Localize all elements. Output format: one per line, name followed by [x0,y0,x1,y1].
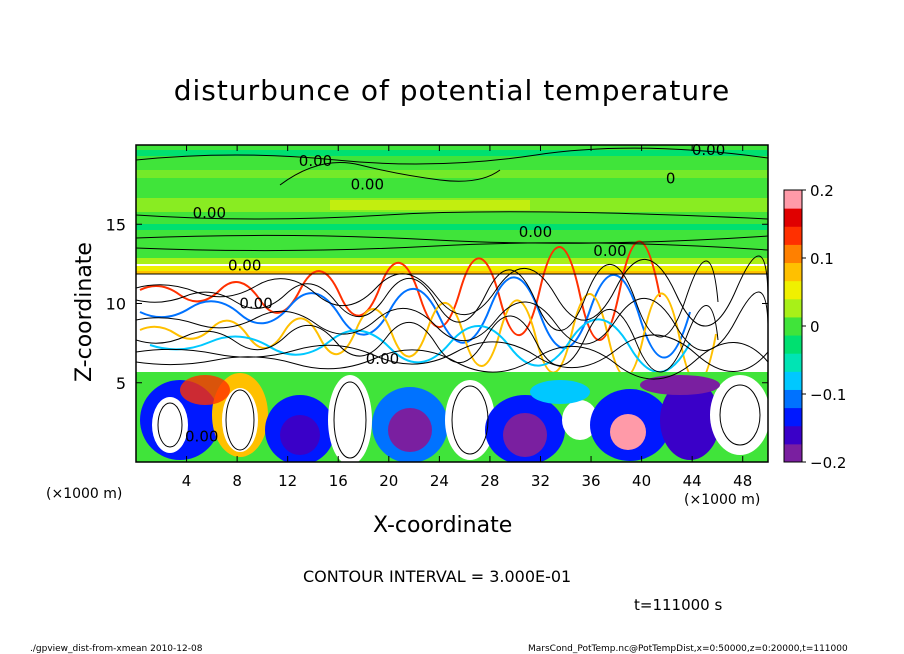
footer-left: ./gpview_dist-from-xmean 2010-12-08 [30,644,203,654]
contour-label: 0.00 [351,176,384,194]
x-tick-label: 48 [733,472,752,490]
colorbar-tick-label: 0.1 [810,250,834,268]
colorbar-tick-label: −0.2 [810,454,846,472]
y-tick-label: 5 [116,374,126,393]
colorbar-segment [784,425,802,445]
colorbar-segment [784,407,802,427]
contour-label: 0.00 [593,242,626,260]
colorbar-segment [784,316,802,336]
x-tick-label: 44 [683,472,702,490]
footer-right: MarsCond_PotTemp.nc@PotTempDist,x=0:5000… [528,644,848,654]
colorbar-segment [784,262,802,282]
x-axis-unit-left: (×1000 m) [46,486,123,502]
x-tick-label: 20 [379,472,398,490]
x-axis-unit-right: (×1000 m) [684,492,761,508]
colorbar-segment [784,371,802,390]
contour-label: 0.00 [519,223,552,241]
colorbar-segment [784,389,802,409]
colorbar-segment [784,190,802,209]
time-label: t=111000 s [634,596,723,614]
contour-label: 0.00 [299,152,332,170]
x-tick-label: 40 [632,472,651,490]
colorbar-segment [784,443,802,463]
contour-label: 0.00 [239,295,272,313]
contour-label: 0.00 [228,256,261,274]
x-tick-label: 4 [182,472,192,490]
colorbar-segment [784,353,802,372]
x-tick-label: 12 [278,472,297,490]
x-tick-label: 8 [232,472,242,490]
contour-interval-label: CONTOUR INTERVAL = 3.000E-01 [303,567,572,586]
colorbar-segment [784,226,802,245]
chart-title: disturbunce of potential temperature [173,74,731,107]
contour-label: 0.00 [185,428,218,446]
contour-label: 0.00 [193,204,226,222]
contour-label: 0.00 [692,141,725,159]
colorbar-tick-label: −0.1 [810,386,846,404]
colorbar-segment [784,244,802,264]
colorbar-tick-label: 0 [810,318,820,336]
x-tick-label: 32 [531,472,550,490]
y-axis-label: Z-coordinate [72,242,97,382]
colorbar-segment [784,208,802,227]
contour-label: 0.00 [366,350,399,368]
colorbar-segment [784,298,802,318]
colorbar-tick-label: 0.2 [810,182,834,200]
contour-label: 0 [666,169,676,187]
y-tick-label: 15 [106,215,126,234]
x-tick-label: 36 [581,472,600,490]
x-axis-label: X-coordinate [373,513,513,538]
x-tick-label: 16 [329,472,348,490]
heatmap-field [136,145,768,462]
y-tick-label: 10 [106,295,126,314]
colorbar-segment [784,335,802,354]
x-tick-label: 28 [480,472,499,490]
colorbar-segment [784,280,802,300]
x-tick-label: 24 [430,472,449,490]
